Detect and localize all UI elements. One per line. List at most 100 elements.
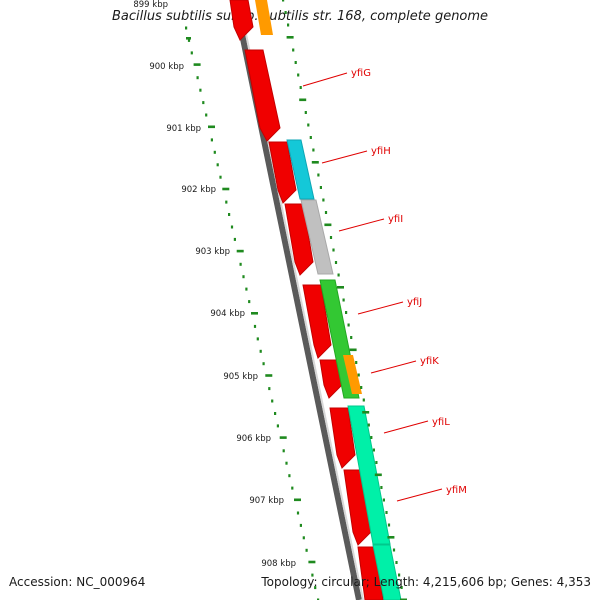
gene-block-orange-top: [255, 0, 273, 35]
ruler-dot: [256, 337, 259, 341]
ruler-dot: [242, 275, 245, 279]
strand-dot: [294, 61, 297, 64]
strand-tick-marks: [282, 0, 407, 600]
ruler-major-tick: [251, 312, 258, 315]
scale-label-907: 907 kbp: [249, 496, 284, 506]
strand-major-tick: [324, 223, 332, 227]
callout-line-yfiG: [302, 72, 348, 87]
ruler-dot: [216, 163, 219, 167]
ruler-dot: [271, 399, 274, 403]
ruler-major-tick: [208, 125, 215, 129]
gene-label-yfiM: yfiM: [446, 485, 467, 496]
ruler-dot: [196, 76, 199, 80]
genome-summary-text: Topology: circular; Length: 4,215,606 bp…: [261, 575, 591, 589]
ruler-dot: [262, 362, 265, 366]
ruler-dot: [285, 461, 288, 465]
ruler-dot: [190, 51, 193, 55]
ruler-dot: [228, 213, 231, 216]
strand-dot: [347, 323, 350, 327]
strand-dot: [304, 111, 307, 114]
scale-label-906: 906 kbp: [236, 434, 271, 444]
strand-dot: [360, 386, 363, 389]
ruler-dot: [282, 449, 285, 453]
ruler-dot: [302, 536, 305, 540]
strand-dot: [307, 123, 310, 127]
gene-block-teal-2: [372, 544, 402, 600]
strand-major-tick: [299, 98, 307, 102]
callout-line-yfiM: [396, 488, 443, 502]
strand-dot: [287, 23, 290, 27]
scale-label-899: 899 kbp: [133, 0, 168, 10]
ruler-dot: [210, 138, 213, 142]
ruler-major-tick: [279, 436, 287, 439]
strand-dot: [309, 136, 312, 139]
gene-block-teal-1: [347, 405, 391, 545]
ruler-dot: [288, 474, 291, 478]
scale-label-903: 903 kbp: [195, 247, 230, 257]
scale-label-901: 901 kbp: [166, 124, 201, 134]
ruler-dot: [299, 523, 302, 527]
ruler-dot: [202, 101, 205, 105]
cds-arrow-2: [244, 49, 281, 142]
ruler-dot: [276, 424, 279, 428]
ruler-dot: [233, 237, 236, 241]
gene-label-yfiK: yfiK: [420, 356, 439, 367]
cds-arrow-5: [302, 284, 332, 359]
strand-major-tick: [286, 36, 294, 39]
gene-block-gray: [300, 199, 334, 275]
ruler-dot: [291, 486, 294, 490]
genome-title: Bacillus subtilis subsp. subtilis str. 1…: [111, 9, 489, 24]
ruler-major-tick: [294, 498, 301, 502]
gene-label-yfiH: yfiH: [371, 146, 391, 157]
strand-dot: [400, 586, 403, 589]
ruler-dot: [268, 387, 271, 391]
strand-dot: [362, 398, 365, 402]
ruler-dot: [296, 511, 300, 515]
scale-dotted-ruler: [185, 26, 320, 600]
strand-dot: [355, 361, 358, 364]
strand-major-tick: [387, 536, 395, 539]
ruler-dot: [239, 262, 242, 266]
cds-arrow-3: [268, 141, 297, 204]
ruler-dot: [305, 548, 308, 552]
strand-dot: [342, 298, 345, 302]
strand-dot: [312, 148, 315, 152]
scale-labels: 899 kbp 900 kbp 901 kbp 902 kbp 903 kbp …: [133, 0, 296, 569]
cds-arrow-6: [319, 359, 343, 399]
ruler-dot: [219, 175, 222, 179]
strand-dot: [367, 423, 370, 427]
ruler-dot: [259, 349, 262, 353]
strand-dot: [334, 261, 338, 264]
gene-label-yfiL: yfiL: [432, 417, 450, 428]
strand-dot: [395, 561, 398, 564]
ruler-major-tick: [222, 187, 230, 191]
strand-dot: [292, 48, 295, 52]
ruler-major-tick: [186, 37, 191, 40]
strand-dot: [297, 73, 300, 77]
ruler-dot: [253, 324, 257, 328]
ruler-dot: [317, 598, 320, 600]
strand-dot: [322, 198, 325, 202]
strand-dot: [345, 311, 348, 314]
cds-arrow-7: [329, 407, 356, 469]
gene-label-yfiI: yfiI: [388, 214, 403, 225]
callout-line-yfiH: [321, 150, 368, 164]
ruler-dot: [199, 88, 202, 92]
strand-dot: [372, 448, 375, 452]
ruler-dot: [245, 287, 248, 291]
strand-dot: [398, 573, 401, 577]
strand-dot: [299, 86, 302, 89]
strand-dot: [319, 186, 322, 189]
strand-dot: [375, 461, 378, 464]
cds-arrow-1: [229, 0, 254, 41]
ruler-dot: [314, 586, 317, 590]
strand-dot: [329, 236, 333, 239]
gene-track: [255, 0, 402, 600]
callout-line-yfiJ: [357, 301, 404, 315]
strand-major-tick: [349, 348, 357, 352]
ruler-dot: [248, 300, 251, 304]
strand-dot: [357, 373, 360, 377]
callout-line-yfiI: [338, 218, 385, 232]
scale-label-905: 905 kbp: [223, 372, 258, 382]
